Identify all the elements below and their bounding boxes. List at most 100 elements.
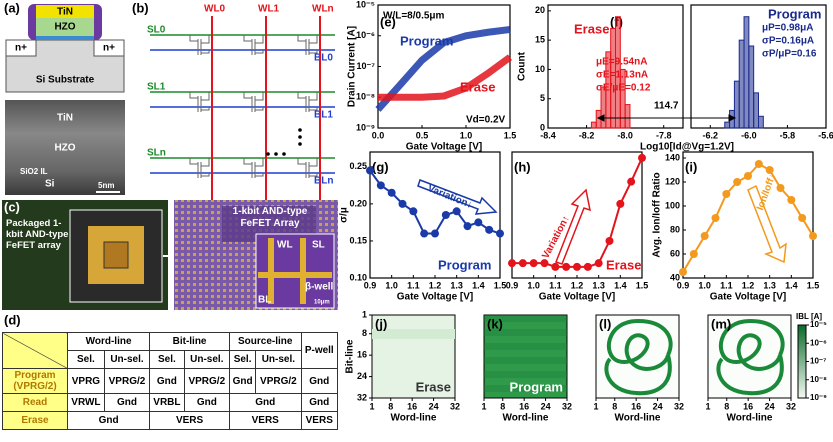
y-axis-label: Count: [517, 51, 528, 81]
dot: [298, 128, 302, 132]
colorbar-tick-label: 10⁻⁸: [810, 375, 827, 384]
y-axis-label: Bit-line: [345, 339, 356, 373]
table-cell: VPRG/2: [184, 369, 229, 394]
table-cell: VPRG/2: [256, 369, 301, 394]
table-cell: Gnd: [229, 369, 255, 394]
marker: [787, 196, 795, 204]
x-axis-label: Gate Voltage [V]: [397, 292, 474, 303]
table-cell: Gnd: [184, 394, 229, 412]
x-tick-label: 16: [407, 401, 417, 411]
word-line-label: WLn: [312, 4, 334, 15]
y-tick-label: 10: [535, 64, 545, 74]
y-tick-label: 0.15: [349, 235, 367, 245]
table-cell: Sel.: [229, 351, 255, 369]
label: SiO2 IL: [20, 167, 48, 176]
x-tick-label: 1: [369, 401, 374, 411]
table-cell: VERS: [229, 412, 301, 430]
x-tick-label: 1: [481, 401, 486, 411]
table-cell: [3, 333, 68, 369]
word-line-label: WL1: [258, 4, 280, 15]
die: [104, 242, 128, 268]
dot: [274, 152, 278, 156]
x-tick-label: 1.4: [472, 280, 485, 290]
marker: [508, 259, 516, 267]
x-tick-label: -5.6: [818, 130, 833, 140]
label: HZO: [54, 143, 75, 154]
x-tick-label: 16: [743, 401, 753, 411]
y-tick-label: 80: [670, 224, 680, 234]
transistor: [244, 92, 263, 112]
panel-label: (b): [132, 0, 149, 15]
y-tick-label: 140: [665, 152, 680, 162]
table-cell: Word-line: [68, 333, 150, 351]
colorbar-tick-label: 10⁻⁹: [810, 393, 827, 402]
x-tick-label: 32: [450, 401, 460, 411]
x-axis-label: Log10[Id@Vg=1.2V]: [640, 142, 734, 153]
x-tick-label: -8.0: [617, 130, 633, 140]
annotation: σE=1.13nA: [596, 70, 648, 81]
y-tick-label: 100: [665, 200, 680, 210]
label: n+: [15, 43, 27, 54]
x-tick-label: 1.1: [720, 280, 733, 290]
hist-bar: [749, 46, 754, 128]
y-axis-label: Avg. Ion/Ioff Ratio: [652, 172, 663, 257]
annotation: μP=0.98μA: [762, 23, 813, 34]
table-cell: Gnd: [229, 394, 301, 412]
x-tick-label: 24: [541, 401, 551, 411]
panel-label: (h): [514, 159, 531, 174]
dot: [282, 152, 286, 156]
marker: [733, 178, 741, 186]
heatmap-shade: [484, 371, 567, 378]
table-cell: Un-sel.: [104, 351, 149, 369]
x-tick-label: 8: [500, 401, 505, 411]
x-axis-label: Gate Voltage [V]: [406, 142, 483, 153]
bit-line-label: BL0: [314, 53, 333, 64]
label: WL: [277, 240, 293, 251]
y-tick-label: 0.10: [349, 272, 367, 282]
x-tick-label: 1.4: [785, 280, 798, 290]
transistor: [244, 158, 263, 178]
x-axis-label: Gate Voltage [V]: [539, 292, 616, 303]
dot: [266, 152, 270, 156]
marker: [595, 259, 603, 267]
marker: [722, 190, 730, 198]
label: SL: [312, 240, 325, 251]
x-tick-label: 1.2: [742, 280, 755, 290]
marker: [551, 263, 559, 271]
source-line-label: SLn: [147, 148, 166, 159]
marker: [562, 263, 570, 271]
x-tick-label: 1.3: [450, 280, 463, 290]
word-line-label: WL0: [204, 4, 226, 15]
panel-label: (g): [372, 159, 389, 174]
marker: [627, 178, 635, 186]
y-tick-label: 10⁻⁶: [356, 30, 375, 40]
panel-label: (c): [4, 199, 20, 214]
panel-label: (i): [685, 159, 697, 174]
table-cell: Gnd: [150, 369, 185, 394]
x-tick-label: -5.8: [780, 130, 796, 140]
inset-line: [258, 272, 332, 278]
hist-bar: [734, 81, 739, 128]
annotation: 114.7: [654, 101, 679, 112]
y-axis-label: σ/μ: [339, 207, 350, 223]
x-tick-label: -8.2: [579, 130, 595, 140]
table-cell: Program (VPRG/2): [3, 369, 68, 394]
heatmap-shade: [484, 357, 567, 364]
y-tick-label: 20: [535, 5, 545, 15]
bit-line-label: BL1: [314, 110, 333, 121]
y-tick-label: 16: [357, 350, 367, 360]
marker: [584, 263, 592, 271]
hist-bar: [739, 40, 744, 128]
label: 1-kbit AND-type FeFET Array: [222, 206, 318, 230]
y-tick-label: 5: [540, 93, 545, 103]
series-label: Erase: [574, 21, 609, 36]
series-line: [512, 158, 642, 267]
x-tick-label: 0.9: [506, 280, 519, 290]
y-tick-label: 0: [540, 122, 545, 132]
marker: [409, 207, 417, 215]
marker: [809, 232, 817, 240]
annotation: μE=9.54nA: [596, 57, 647, 68]
x-tick-label: 32: [786, 401, 796, 411]
marker: [442, 211, 450, 219]
transistor: [190, 158, 209, 178]
